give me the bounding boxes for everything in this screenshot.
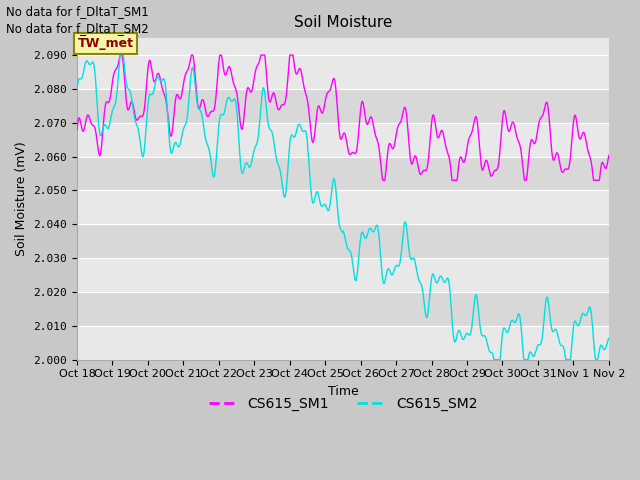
Bar [77, 191, 609, 224]
X-axis label: Time: Time [328, 385, 358, 398]
Bar [77, 258, 609, 292]
Legend: CS615_SM1, CS615_SM2: CS615_SM1, CS615_SM2 [203, 392, 483, 417]
Bar [77, 89, 609, 123]
Title: Soil Moisture: Soil Moisture [294, 15, 392, 30]
Bar [77, 156, 609, 191]
Bar [77, 326, 609, 360]
Text: TW_met: TW_met [77, 37, 133, 50]
Bar [77, 123, 609, 156]
Bar [77, 55, 609, 89]
Text: No data for f_DltaT_SM2: No data for f_DltaT_SM2 [6, 22, 149, 35]
Bar [77, 292, 609, 326]
Text: No data for f_DltaT_SM1: No data for f_DltaT_SM1 [6, 5, 149, 18]
Bar [77, 224, 609, 258]
Y-axis label: Soil Moisture (mV): Soil Moisture (mV) [15, 142, 28, 256]
